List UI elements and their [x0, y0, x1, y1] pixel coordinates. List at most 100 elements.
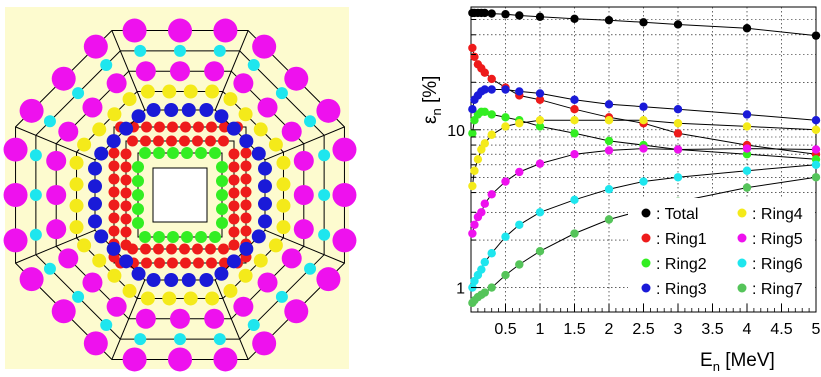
data-point-ring7 [570, 229, 579, 238]
ring5-detector [170, 61, 190, 82]
ring1-detector [193, 121, 204, 133]
ring1-detector [153, 243, 164, 255]
ring5-detector [135, 61, 156, 82]
legend-label-ring3: : Ring3 [656, 281, 707, 298]
ring1-detector [240, 147, 252, 159]
x-tick-label: 1 [536, 321, 545, 338]
ring2-detector [216, 217, 228, 229]
ring6-detector [134, 333, 147, 346]
ring4-detector [223, 92, 238, 107]
data-point-total [487, 9, 496, 18]
ring1-detector [108, 160, 120, 172]
ring1-detector [228, 161, 240, 173]
ring1-detector [108, 186, 120, 198]
data-point-ring6 [811, 160, 821, 169]
ring3-detector [94, 146, 109, 161]
ring-connector [15, 126, 96, 161]
legend-label-ring1: : Ring1 [656, 231, 707, 248]
ring5-detector [3, 228, 28, 253]
ring4-detector [69, 177, 84, 192]
y-tick-label: 10 [447, 123, 465, 140]
ring6-detector [100, 319, 113, 332]
data-point-ring5 [639, 144, 648, 153]
ring3-detector [164, 103, 179, 118]
ring1-detector [154, 257, 165, 269]
x-tick-label: 3.5 [701, 321, 723, 338]
ring6-detector [43, 262, 56, 275]
ring3-detector [239, 134, 254, 149]
ring1-detector [120, 200, 132, 212]
data-point-ring3 [639, 102, 648, 111]
ring1-detector [228, 148, 240, 160]
ring1-detector [140, 243, 151, 255]
ring5-detector [316, 98, 341, 123]
ring1-detector [205, 243, 216, 255]
ring3-detector [239, 241, 254, 256]
ring3-detector [214, 266, 229, 281]
ring3-detector [181, 272, 196, 287]
data-point-total [570, 14, 579, 24]
data-point-total [742, 24, 752, 33]
ring1-detector [127, 135, 138, 147]
ring3-detector [88, 214, 103, 229]
ring3-detector [257, 196, 272, 211]
ring5-detector [82, 97, 103, 118]
data-point-ring5 [501, 177, 510, 186]
data-point-ring3 [487, 85, 496, 94]
ring2-detector [132, 189, 144, 201]
y-axis-label: εn [%] [420, 76, 444, 124]
data-point-ring1 [673, 129, 683, 138]
ring5-detector [46, 185, 67, 205]
ring1-detector [218, 135, 229, 147]
ring1-detector [120, 161, 132, 173]
ring3-detector [257, 179, 272, 194]
legend-label-ring7: : Ring7 [752, 281, 803, 298]
data-point-total [639, 18, 648, 27]
ring3-detector [164, 272, 179, 287]
data-point-ring6 [535, 208, 545, 217]
data-point-ring3 [468, 105, 477, 114]
data-point-ring3 [515, 87, 524, 96]
ring4-detector [268, 137, 283, 152]
ring4-detector [162, 84, 177, 99]
data-point-ring6 [742, 166, 752, 175]
x-tick-label: 1.5 [563, 321, 585, 338]
data-point-ring3 [480, 85, 489, 94]
data-point-ring5 [468, 229, 477, 238]
ring1-detector [180, 257, 191, 269]
ring2-detector [132, 217, 144, 229]
ring1-detector [108, 199, 120, 211]
ring2-detector [216, 203, 228, 215]
data-point-ring5 [535, 159, 545, 168]
ring2-detector [216, 161, 228, 173]
ring1-detector [108, 225, 120, 237]
data-point-ring1 [570, 105, 579, 114]
ring1-detector [167, 257, 178, 269]
ring5-detector [332, 137, 357, 162]
ring4-detector [92, 122, 107, 137]
ring5-detector [170, 308, 190, 329]
ring4-detector [122, 283, 137, 298]
data-point-ring2 [501, 113, 510, 122]
ring4-detector [92, 253, 107, 268]
data-point-ring1 [487, 74, 496, 84]
ring1-detector [120, 213, 132, 225]
ring1-detector [120, 239, 132, 251]
ring4-detector [276, 220, 291, 235]
data-point-ring5 [477, 208, 486, 217]
ring1-detector [120, 226, 132, 238]
ring3-detector [88, 161, 103, 176]
ring1-detector [108, 212, 120, 224]
data-point-ring3 [811, 116, 821, 125]
ring6-detector [29, 228, 42, 241]
series-points [468, 8, 821, 308]
data-point-ring5 [480, 199, 489, 208]
ring2-detector [181, 231, 193, 243]
ring5-detector [3, 183, 28, 207]
ring5-detector [252, 34, 277, 59]
data-point-ring5 [604, 146, 614, 155]
ring2-detector [167, 147, 179, 159]
ring1-detector [228, 174, 240, 186]
ring2-detector [216, 175, 228, 187]
data-point-ring7 [604, 215, 614, 224]
